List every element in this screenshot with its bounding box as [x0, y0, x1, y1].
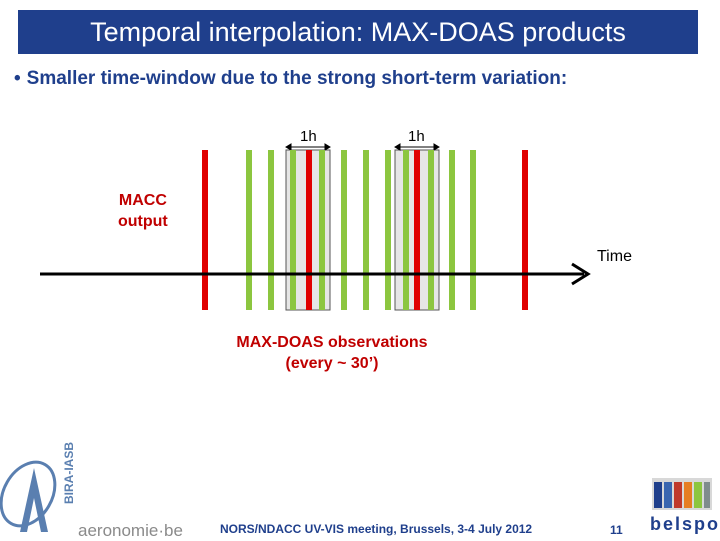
obs-bar [246, 150, 252, 310]
macc-bar [414, 150, 420, 310]
obs-label: MAX-DOAS observations (every ~ 30’) [222, 332, 442, 374]
time-label: Time [597, 248, 632, 265]
bullet-text: Smaller time-window due to the strong sh… [26, 68, 568, 89]
macc-bars [202, 150, 528, 310]
bullet-dot: • [14, 68, 21, 89]
belspo-logo-icon [652, 478, 712, 510]
macc-output-label: MACC output [118, 190, 168, 232]
obs-label-line2: (every ~ 30’) [285, 355, 379, 372]
title-bar: Temporal interpolation: MAX-DOAS product… [18, 10, 698, 54]
time-axis [40, 262, 591, 286]
obs-bar [428, 150, 434, 310]
obs-bar [341, 150, 347, 310]
macc-bar [306, 150, 312, 310]
page-number: 11 [610, 523, 623, 537]
belspo-logo-text: belspo [650, 514, 720, 534]
macc-label-line1: MACC [118, 192, 167, 209]
obs-bar [363, 150, 369, 310]
obs-bar [449, 150, 455, 310]
footer-meeting: NORS/NDACC UV-VIS meeting, Brussels, 3-4… [220, 522, 533, 536]
page-title: Temporal interpolation: MAX-DOAS product… [90, 16, 626, 47]
obs-bar [290, 150, 296, 310]
bullet-point: • Smaller time-window due to the strong s… [14, 68, 567, 90]
window-arrow-1 [285, 143, 331, 151]
window-arrow-2 [394, 143, 440, 151]
macc-bar [202, 150, 208, 310]
aeronomie-logo-text: aeronomie·be [78, 521, 183, 540]
obs-label-line1: MAX-DOAS observations [236, 334, 428, 351]
obs-bar [470, 150, 476, 310]
bira-logo-text: BIRA-IASB [62, 442, 76, 504]
obs-bar [268, 150, 274, 310]
obs-bar [385, 150, 391, 310]
macc-label-line2: output [118, 213, 168, 230]
window-label-2: 1h [408, 128, 425, 145]
bira-logo-icon [0, 460, 57, 532]
obs-bars [246, 150, 476, 310]
window-label-1: 1h [300, 128, 317, 145]
obs-bar [403, 150, 409, 310]
obs-bar [319, 150, 325, 310]
macc-bar [522, 150, 528, 310]
